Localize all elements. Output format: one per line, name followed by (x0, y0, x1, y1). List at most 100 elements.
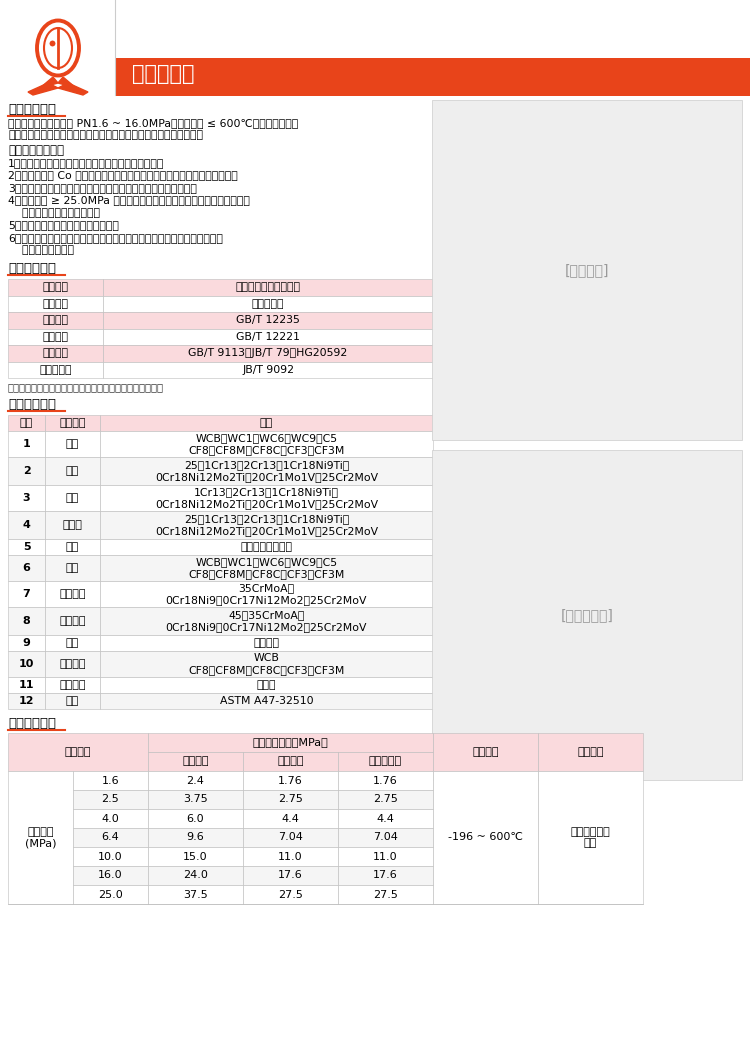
Bar (100, 431, 433, 457)
Text: 7.04: 7.04 (373, 832, 398, 843)
Text: 法兰截止阀: 法兰截止阀 (132, 64, 194, 84)
Text: 注：阀门连接法兰及对焊端尺寸可根据用户要求设计制造。: 注：阀门连接法兰及对焊端尺寸可根据用户要求设计制造。 (8, 382, 164, 392)
Text: 27.5: 27.5 (278, 890, 303, 899)
Text: 其主要结构特点：: 其主要结构特点： (8, 144, 64, 157)
Text: 连接法兰: 连接法兰 (43, 348, 68, 358)
Text: 结构形式: 结构形式 (43, 283, 68, 292)
Text: 壳体试验: 壳体试验 (182, 756, 209, 767)
Bar (103, 312, 433, 329)
Text: 3、阀杆经调质及表面氮化处理，有良好的抗腐蚀性及抗擦伤性。: 3、阀杆经调质及表面氮化处理，有良好的抗腐蚀性及抗擦伤性。 (8, 183, 196, 193)
Bar (243, 866, 338, 886)
Text: 上密封试验: 上密封试验 (369, 756, 402, 767)
Text: 5、阀门设有倒密封结构，密封可靠。: 5、阀门设有倒密封结构，密封可靠。 (8, 220, 118, 231)
Bar (73, 790, 148, 809)
Bar (432, 450, 742, 780)
Text: 阀杆螺母: 阀杆螺母 (59, 680, 86, 690)
Bar (432, 100, 742, 440)
Bar (8, 431, 45, 457)
Bar (45, 511, 100, 539)
Text: 4.4: 4.4 (281, 814, 299, 824)
Text: 密封试验: 密封试验 (278, 756, 304, 767)
Text: 产品结构特点: 产品结构特点 (8, 103, 56, 116)
Bar (338, 752, 433, 771)
Bar (8, 362, 103, 378)
Polygon shape (58, 83, 88, 95)
Text: 10.0: 10.0 (98, 851, 123, 862)
Text: 适用温度: 适用温度 (472, 747, 499, 757)
Text: 而增强，保证了密封性能。: 而增强，保证了密封性能。 (8, 208, 100, 218)
Bar (100, 581, 433, 607)
Text: 压力等级: 压力等级 (64, 747, 92, 757)
Bar (148, 771, 243, 790)
Bar (100, 635, 433, 651)
Text: 填料: 填料 (66, 638, 80, 648)
Bar (100, 607, 433, 635)
Bar (45, 415, 100, 431)
Text: 公称压力
(MPa): 公称压力 (MPa) (25, 827, 56, 848)
Text: 11: 11 (19, 680, 34, 690)
Bar (148, 790, 243, 809)
Bar (243, 847, 338, 866)
Bar (45, 651, 100, 677)
Bar (243, 886, 338, 904)
Bar (8, 295, 103, 312)
Text: 45、35CrMoA、
0Cr18Ni9、0Cr17Ni12Mo2、25Cr2MoV: 45、35CrMoA、 0Cr18Ni9、0Cr17Ni12Mo2、25Cr2M… (166, 610, 368, 632)
Text: GB/T 12221: GB/T 12221 (236, 332, 300, 342)
Text: 材质: 材质 (260, 418, 273, 428)
Text: 柔性石墨: 柔性石墨 (254, 638, 280, 648)
Text: 1.6: 1.6 (102, 776, 119, 785)
Text: 1.76: 1.76 (278, 776, 303, 785)
Text: 11.0: 11.0 (278, 851, 303, 862)
Bar (73, 847, 148, 866)
Bar (8, 607, 45, 635)
Bar (73, 809, 148, 828)
Bar (73, 771, 148, 790)
Bar (148, 866, 243, 886)
Text: 15.0: 15.0 (183, 851, 208, 862)
Bar (100, 415, 433, 431)
Text: 铜合金: 铜合金 (256, 680, 276, 690)
Text: 制药、化肥、电力行业等各种工况的管路上，切断或接通管路介质。: 制药、化肥、电力行业等各种工况的管路上，切断或接通管路介质。 (8, 130, 203, 140)
Text: 垫片: 垫片 (66, 542, 80, 552)
Text: 适用介质: 适用介质 (578, 747, 604, 757)
Bar (8, 693, 45, 709)
Bar (433, 733, 538, 771)
Bar (100, 555, 433, 581)
Bar (243, 828, 338, 847)
Bar (45, 607, 100, 635)
Text: 产品性能规范: 产品性能规范 (8, 717, 56, 730)
Text: 37.5: 37.5 (183, 890, 208, 899)
Text: 栓接阀盖明杆支架结构: 栓接阀盖明杆支架结构 (236, 283, 301, 292)
Bar (148, 733, 433, 752)
Text: 阀盖: 阀盖 (66, 563, 80, 573)
Text: 3: 3 (22, 493, 30, 503)
Text: GB/T 9113、JB/T 79、HG20592: GB/T 9113、JB/T 79、HG20592 (188, 348, 347, 358)
Bar (73, 828, 148, 847)
Text: WCB、WC1、WC6、WC9、C5
CF8、CF8M、CF8C、CF3、CF3M: WCB、WC1、WC6、WC9、C5 CF8、CF8M、CF8C、CF3、CF3… (188, 557, 345, 579)
Bar (45, 635, 100, 651)
Bar (100, 485, 433, 511)
Bar (45, 431, 100, 457)
Text: 产品采用标准: 产品采用标准 (8, 262, 56, 275)
Bar (148, 752, 243, 771)
Bar (8, 581, 45, 607)
Text: 24.0: 24.0 (183, 871, 208, 880)
Text: 25、1Cr13、2Cr13、1Cr18Ni9Ti、
0Cr18Ni12Mo2Ti、20Cr1Mo1V、25Cr2MoV: 25、1Cr13、2Cr13、1Cr18Ni9Ti、 0Cr18Ni12Mo2T… (155, 514, 378, 536)
Bar (338, 771, 433, 790)
Text: 17.6: 17.6 (278, 871, 303, 880)
Bar (103, 329, 433, 345)
Bar (8, 485, 45, 511)
Bar (100, 677, 433, 693)
Text: 2.75: 2.75 (278, 795, 303, 804)
Text: 7.04: 7.04 (278, 832, 303, 843)
Text: 3.75: 3.75 (183, 795, 208, 804)
Bar (8, 771, 73, 904)
Bar (73, 886, 148, 904)
Text: 截止阀适用于公称压力 PN1.6 ~ 16.0MPa，工作温度 ≤ 600℃的石油、化工、: 截止阀适用于公称压力 PN1.6 ~ 16.0MPa，工作温度 ≤ 600℃的石… (8, 118, 298, 128)
Bar (8, 635, 45, 651)
Bar (45, 539, 100, 555)
Bar (338, 809, 433, 828)
Text: ASTM A47-32510: ASTM A47-32510 (220, 696, 314, 706)
Text: 双头螺柱: 双头螺柱 (59, 589, 86, 599)
Text: 试验和检验: 试验和检验 (39, 365, 72, 374)
